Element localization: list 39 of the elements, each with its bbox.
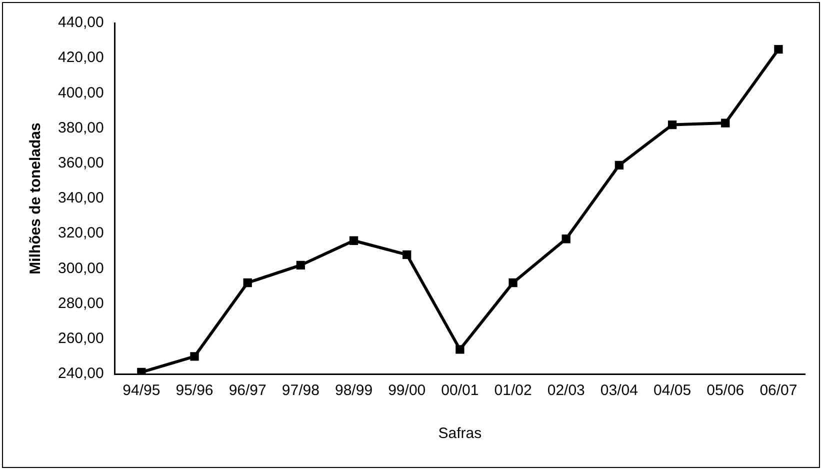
x-tick-label: 03/04 bbox=[600, 382, 638, 400]
x-tick-label: 95/96 bbox=[176, 382, 214, 400]
y-tick-label: 320,00 bbox=[58, 224, 104, 242]
point bbox=[402, 250, 412, 259]
x-tick-label: 01/02 bbox=[494, 382, 532, 400]
point bbox=[137, 368, 146, 374]
y-tick-label: 280,00 bbox=[58, 294, 104, 312]
point bbox=[721, 118, 730, 128]
y-tick-label: 440,00 bbox=[58, 14, 104, 32]
x-tick-label: 99/00 bbox=[388, 382, 426, 400]
point bbox=[774, 44, 783, 54]
y-axis-title: Milhões de toneladas bbox=[27, 122, 44, 274]
x-tick-label: 96/97 bbox=[228, 382, 266, 400]
x-tick-label: 94/95 bbox=[122, 382, 160, 400]
y-tick-label: 240,00 bbox=[58, 365, 104, 382]
x-tick-label: 00/01 bbox=[441, 382, 479, 400]
point bbox=[190, 352, 199, 361]
point bbox=[456, 345, 464, 354]
x-tick-label: 05/06 bbox=[706, 382, 744, 400]
x-tick-label: 04/05 bbox=[654, 382, 692, 400]
x-tick-label: 02/03 bbox=[547, 382, 585, 400]
y-tick-label: 300,00 bbox=[58, 260, 104, 277]
y-tick-label: 380,00 bbox=[58, 119, 104, 136]
x-tick-label: 97/98 bbox=[282, 382, 320, 400]
point bbox=[296, 260, 306, 270]
x-tick-label: 98/99 bbox=[334, 382, 373, 400]
y-tick-label: 400,00 bbox=[58, 84, 104, 102]
x-tick-label: 06/07 bbox=[760, 382, 798, 400]
point bbox=[508, 278, 518, 288]
y-tick-label: 360,00 bbox=[58, 154, 104, 172]
point bbox=[614, 160, 624, 170]
point bbox=[349, 236, 358, 245]
y-tick-label: 420,00 bbox=[58, 49, 104, 66]
x-axis-title: Safras bbox=[438, 425, 482, 442]
point bbox=[668, 120, 677, 130]
y-tick-label: 340,00 bbox=[58, 190, 104, 207]
y-tick-label: 260,00 bbox=[58, 330, 104, 348]
point bbox=[243, 278, 252, 288]
point bbox=[562, 234, 570, 244]
